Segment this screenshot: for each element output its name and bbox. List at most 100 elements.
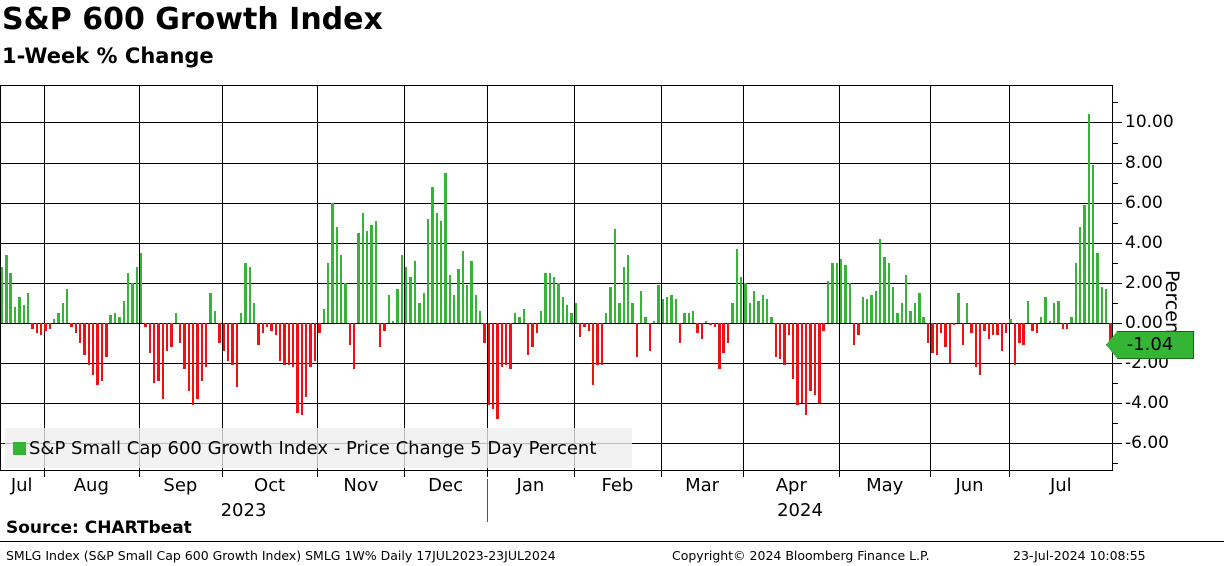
v-gridline	[573, 85, 575, 470]
plot-area	[0, 85, 1113, 471]
bar	[822, 323, 825, 331]
chart-subtitle: 1-Week % Change	[2, 44, 214, 68]
x-month-label: May	[866, 475, 904, 496]
x-month-tick	[743, 470, 745, 477]
plot-border	[0, 470, 1113, 471]
bar	[618, 302, 621, 323]
h-gridline	[0, 202, 1113, 204]
bar	[1022, 323, 1025, 346]
bar	[1065, 323, 1069, 329]
bar	[648, 323, 651, 352]
x-month-tick	[930, 470, 932, 477]
v-gridline	[139, 85, 141, 470]
y-axis-title: Percent	[1161, 270, 1183, 342]
x-month-label: Jul	[1049, 475, 1072, 496]
bar	[18, 296, 21, 323]
bar	[200, 323, 204, 382]
legend: S&P Small Cap 600 Growth Index - Price C…	[5, 428, 632, 468]
bar	[735, 248, 738, 323]
bar	[539, 311, 543, 323]
bar	[574, 302, 578, 323]
y-tick-label: 8.00	[1125, 152, 1163, 173]
x-month-label: Jul	[10, 475, 33, 496]
bar	[379, 323, 382, 348]
bar	[913, 302, 917, 323]
bar	[157, 323, 160, 382]
bar	[313, 323, 317, 362]
x-month-tick	[43, 470, 45, 477]
bar	[1061, 323, 1064, 329]
bar	[339, 254, 343, 323]
bar	[848, 282, 851, 323]
bar	[152, 323, 156, 384]
bar	[435, 212, 438, 323]
bar	[461, 250, 464, 323]
bar	[518, 317, 521, 323]
plot-border	[0, 85, 1113, 86]
v-gridline	[743, 85, 745, 470]
bar	[557, 282, 560, 323]
x-month-tick	[317, 470, 319, 477]
bar	[600, 323, 604, 366]
bar	[565, 304, 569, 323]
bar	[718, 323, 721, 370]
bar	[522, 309, 525, 323]
y-tick-label: 10.00	[1125, 112, 1174, 133]
bar	[1009, 319, 1012, 323]
x-year-label: 2024	[777, 500, 823, 521]
bar	[952, 323, 956, 325]
bar	[800, 323, 804, 404]
bar	[931, 323, 934, 354]
bar	[792, 323, 795, 380]
bar	[796, 323, 799, 406]
bar	[205, 323, 208, 368]
bar	[87, 323, 91, 366]
x-month-label: Mar	[685, 475, 720, 496]
bar	[26, 292, 30, 323]
footer-copyright: Copyright© 2024 Bloomberg Finance L.P.	[672, 548, 930, 563]
y-minor-tick	[1113, 302, 1118, 304]
bar	[235, 323, 238, 388]
bar	[48, 323, 51, 329]
h-gridline	[0, 122, 1113, 124]
bar	[279, 323, 282, 362]
bar	[187, 323, 191, 392]
y-major-tick	[1113, 282, 1122, 284]
bar	[479, 311, 482, 323]
bar	[726, 323, 730, 344]
bar	[1026, 300, 1030, 323]
x-month-label: Jan	[516, 475, 545, 496]
h-gridline	[0, 323, 1113, 324]
bar	[752, 290, 756, 323]
y-tick-label: -4.00	[1125, 393, 1169, 414]
bar	[696, 323, 699, 333]
bar	[1031, 323, 1034, 331]
page-title: S&P 600 Growth Index	[2, 2, 383, 37]
bar	[22, 304, 25, 323]
bar	[722, 323, 725, 354]
bar	[861, 296, 864, 323]
bar	[709, 323, 712, 325]
v-gridline	[660, 85, 662, 470]
bar	[109, 315, 112, 323]
bar	[496, 323, 499, 420]
year-divider	[486, 479, 488, 522]
bar	[644, 317, 647, 323]
bar	[622, 266, 625, 323]
x-month-tick	[221, 470, 223, 477]
bar	[774, 323, 778, 358]
bar	[361, 212, 364, 323]
bar	[605, 313, 608, 323]
bar	[13, 307, 17, 323]
bar	[935, 323, 938, 356]
bar	[126, 272, 130, 323]
bar	[992, 323, 995, 335]
bar	[261, 323, 264, 333]
x-month-label: Apr	[775, 475, 807, 496]
bar	[1000, 323, 1004, 352]
x-month-label: Sep	[163, 475, 198, 496]
bar	[887, 262, 891, 323]
bar	[383, 323, 386, 331]
bar	[687, 313, 691, 323]
bar	[874, 290, 878, 323]
